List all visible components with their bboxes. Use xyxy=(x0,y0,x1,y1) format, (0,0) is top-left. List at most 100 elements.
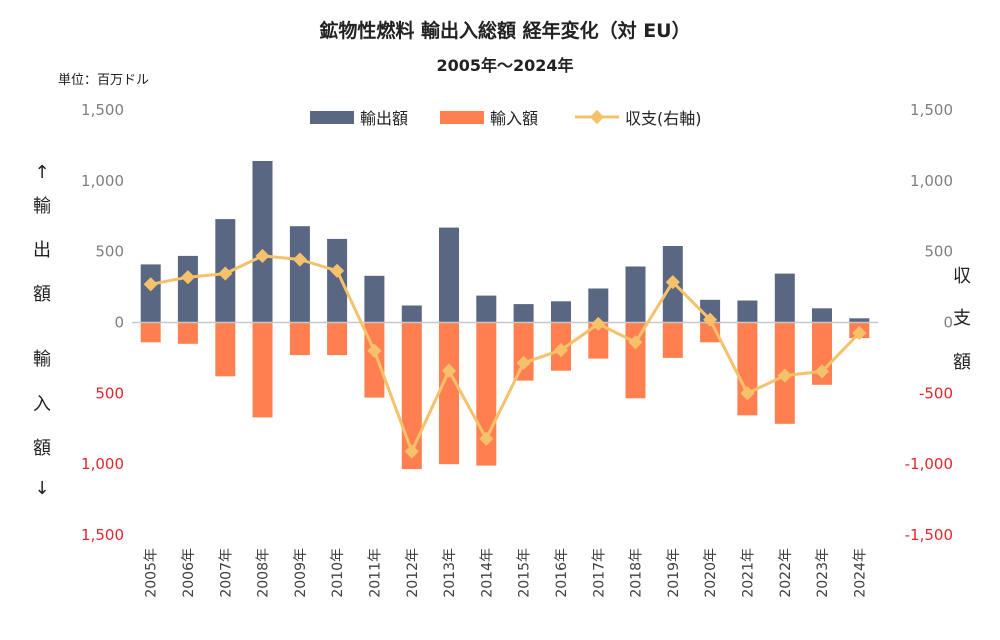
import-bar xyxy=(513,322,534,381)
balance-point xyxy=(777,368,792,383)
balance-point xyxy=(255,248,270,263)
balance-point xyxy=(479,431,494,446)
export-bar xyxy=(401,305,422,323)
x-tick-label: 2012年 xyxy=(405,548,421,598)
legend-swatch-balance-marker xyxy=(589,109,605,125)
legend: 輸出額 輸入額 収支(右軸) xyxy=(310,109,702,128)
export-bar xyxy=(289,226,310,323)
left-tick-label: 1,500 xyxy=(81,101,124,119)
x-tick-label: 2005年 xyxy=(144,548,160,598)
balance-point xyxy=(330,263,345,278)
x-tick-label: 2021年 xyxy=(740,548,756,598)
right-tick-label: -1,000 xyxy=(905,455,953,473)
x-tick-label: 2013年 xyxy=(442,548,458,598)
legend-label-balance: 収支(右軸) xyxy=(625,109,702,128)
import-bar xyxy=(252,322,273,418)
right-axis-label-char: 収 xyxy=(953,266,971,287)
legend-swatch-export xyxy=(310,111,354,124)
left-tick-label: 1,500 xyxy=(81,526,124,544)
export-bar xyxy=(588,288,609,323)
import-bar xyxy=(289,322,310,356)
x-tick-label: 2023年 xyxy=(815,548,831,598)
export-bar xyxy=(737,300,758,323)
bars xyxy=(140,161,870,470)
left-tick-label: 500 xyxy=(95,384,124,402)
right-axis-label-char: 支 xyxy=(953,308,971,329)
import-bar xyxy=(588,322,609,359)
x-tick-label: 2006年 xyxy=(181,548,197,598)
import-bar xyxy=(327,322,348,356)
export-bar xyxy=(849,318,870,323)
import-bar xyxy=(177,322,198,344)
right-axis-ticks: 1,500 1,000 500 0 -500 -1,000 -1,500 xyxy=(905,101,953,544)
balance-point xyxy=(553,343,569,358)
left-axis-label-char: ↓ xyxy=(34,478,49,499)
balance-point xyxy=(665,275,680,290)
export-bar xyxy=(700,299,721,323)
x-tick-label: 2014年 xyxy=(479,548,495,598)
export-bar xyxy=(177,255,198,323)
right-tick-label: -500 xyxy=(919,384,953,402)
balance-point xyxy=(814,364,830,379)
left-axis-ticks: 1,500 1,000 500 0 500 1,000 1,500 xyxy=(81,101,124,544)
balance-point xyxy=(218,266,233,281)
import-bar xyxy=(812,322,832,385)
export-bar xyxy=(551,301,571,323)
right-tick-label: 0 xyxy=(943,314,953,332)
balance-point xyxy=(143,277,158,292)
right-tick-label: 1,000 xyxy=(910,172,953,190)
balance-point xyxy=(441,363,457,378)
balance-point xyxy=(628,335,643,350)
left-tick-label: 1,000 xyxy=(81,455,124,473)
left-axis-label-char: 輸 xyxy=(33,349,51,370)
import-bar xyxy=(215,322,236,377)
chart-title: 鉱物性燃料 輸出入総額 経年変化（対 EU） xyxy=(319,19,690,42)
x-tick-label: 2010年 xyxy=(330,548,346,598)
import-bar xyxy=(439,322,459,465)
x-tick-label: 2016年 xyxy=(554,548,570,598)
export-bar xyxy=(625,266,646,323)
export-bar xyxy=(364,275,385,323)
left-axis-label-char: 額 xyxy=(33,438,51,459)
export-bar xyxy=(513,304,534,323)
right-axis-label-char: 額 xyxy=(953,352,971,373)
x-tick-label: 2019年 xyxy=(666,548,682,598)
balance-point xyxy=(292,252,307,267)
right-tick-label: 1,500 xyxy=(910,101,953,119)
legend-label-export: 輸出額 xyxy=(360,109,408,128)
left-axis-label-char: 輸 xyxy=(33,196,51,217)
left-axis-label-char: ↑ xyxy=(34,162,49,183)
import-bar xyxy=(737,322,758,416)
x-tick-label: 2007年 xyxy=(218,548,234,598)
import-bar xyxy=(140,322,161,343)
left-axis-label-char: 額 xyxy=(33,284,51,305)
import-bar xyxy=(401,322,422,470)
balance-series xyxy=(143,248,867,459)
export-bar xyxy=(439,227,459,323)
export-bar xyxy=(812,308,832,323)
right-tick-label: 500 xyxy=(924,243,953,261)
balance-point xyxy=(852,326,867,341)
balance-point xyxy=(180,270,195,285)
legend-swatch-import xyxy=(440,111,484,124)
x-axis-ticks: 2005年 2006年 2007年 2008年 2009年 2010年 2011年 2012年… xyxy=(144,548,869,598)
export-bar xyxy=(252,161,273,323)
left-tick-label: 0 xyxy=(114,314,124,332)
x-tick-label: 2017年 xyxy=(591,548,607,598)
left-tick-label: 500 xyxy=(95,243,124,261)
x-tick-label: 2009年 xyxy=(293,548,309,598)
balance-point xyxy=(404,444,419,459)
balance-point xyxy=(591,316,606,331)
import-bar xyxy=(625,322,646,399)
x-tick-label: 2020年 xyxy=(703,548,719,598)
x-tick-label: 2011年 xyxy=(367,548,383,598)
x-tick-label: 2015年 xyxy=(517,548,533,598)
x-tick-label: 2022年 xyxy=(778,548,794,598)
balance-point xyxy=(703,312,718,327)
left-axis-label-char: 出 xyxy=(33,240,51,261)
export-bar xyxy=(140,264,161,323)
balance-point xyxy=(367,343,382,358)
chart-subtitle: 2005年～2024年 xyxy=(436,56,573,75)
